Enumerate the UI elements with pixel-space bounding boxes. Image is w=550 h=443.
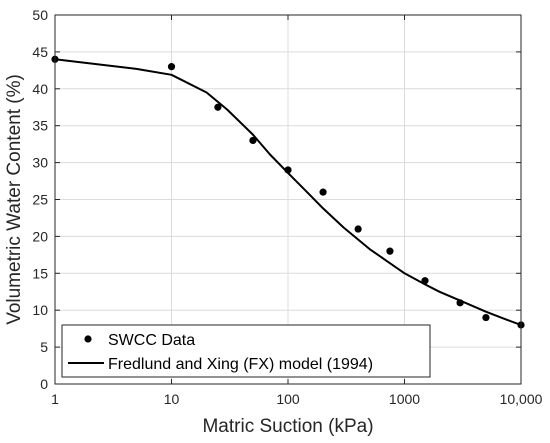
legend-label-swcc: SWCC Data <box>108 332 195 349</box>
legend-box <box>61 324 431 378</box>
x-tick-label: 100 <box>276 391 300 407</box>
swcc-data-series <box>51 55 525 329</box>
x-tick-label: 10 <box>164 391 180 407</box>
swcc-data-point <box>284 166 292 174</box>
swcc-data-point <box>386 247 394 255</box>
fx-model-line <box>54 58 522 326</box>
legend: SWCC Data Fredlund and Xing (FX) model (… <box>61 324 431 378</box>
y-axis-ticks: 0 5 10 15 20 25 30 35 40 45 50 <box>32 7 521 392</box>
x-axis-title: Matric Suction (kPa) <box>202 416 373 437</box>
x-tick-label: 1 <box>51 391 59 407</box>
swcc-data-point <box>249 136 257 145</box>
y-tick-label: 25 <box>32 192 48 208</box>
fx-model-series <box>54 58 522 326</box>
swcc-data-point <box>421 277 429 285</box>
swcc-data-point <box>167 63 176 71</box>
y-tick-label: 5 <box>40 339 48 355</box>
y-tick-label: 0 <box>40 376 48 392</box>
swcc-data-point <box>482 313 490 322</box>
x-tick-label: 10,000 <box>500 391 543 407</box>
y-tick-label: 10 <box>32 302 48 318</box>
legend-marker-swcc <box>84 335 92 343</box>
x-tick-label: 1000 <box>389 391 420 407</box>
grid <box>55 15 521 384</box>
y-tick-label: 30 <box>32 155 48 171</box>
swcc-data-point <box>354 225 362 233</box>
legend-label-fx: Fredlund and Xing (FX) model (1994) <box>108 356 373 373</box>
y-tick-label: 20 <box>32 228 48 244</box>
swcc-data-point <box>456 299 464 307</box>
y-tick-label: 35 <box>32 118 48 134</box>
y-tick-label: 40 <box>32 81 48 97</box>
plot-frame <box>54 14 522 385</box>
y-tick-label: 45 <box>32 44 48 60</box>
y-tick-label: 50 <box>32 7 48 23</box>
y-tick-label: 15 <box>32 265 48 281</box>
swcc-data-point <box>319 188 327 196</box>
y-axis-title: Volumetric Water Content (%) <box>4 74 25 325</box>
swcc-data-point <box>214 103 222 111</box>
